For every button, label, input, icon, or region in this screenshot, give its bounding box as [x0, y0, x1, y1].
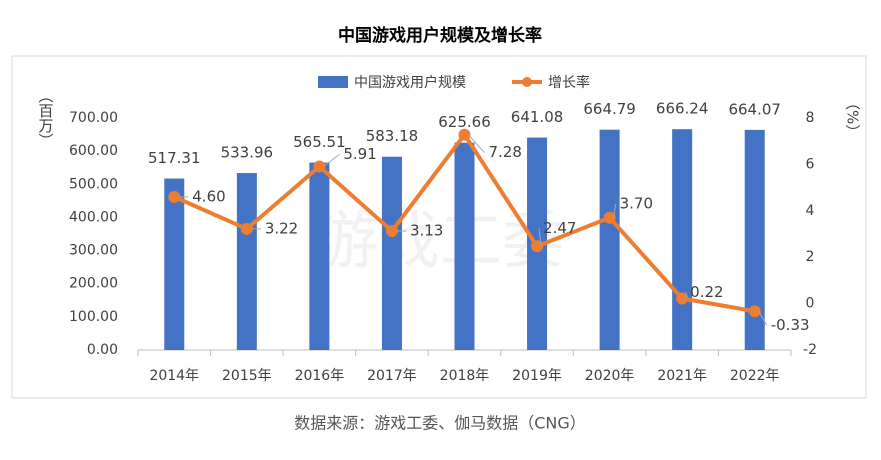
growth-point	[676, 292, 689, 305]
y-axis-label: （百万）	[37, 88, 55, 148]
y2-axis-label: （%）	[844, 95, 862, 139]
leader-line	[538, 228, 542, 247]
growth-point	[313, 160, 326, 173]
leader-line	[758, 311, 768, 326]
growth-point	[603, 211, 616, 224]
y-tick-label: 600.00	[69, 143, 118, 159]
y-tick-label: 0.00	[87, 342, 118, 358]
bar	[672, 129, 693, 350]
line-value-label: 4.60	[192, 187, 225, 205]
x-tick-label: 2021年	[657, 368, 707, 384]
bar-value-label: 664.79	[583, 100, 636, 118]
growth-point	[531, 240, 544, 253]
legend-swatch	[318, 76, 348, 88]
y2-tick-label: 6	[806, 156, 815, 172]
y-tick-label: 300.00	[69, 243, 118, 259]
bar-value-label: 625.66	[438, 113, 491, 131]
leader-line	[613, 203, 617, 218]
bar	[164, 178, 185, 350]
source-note: 数据来源：游戏工委、伽马数据（CNG）	[294, 414, 586, 433]
y-tick-label: 400.00	[69, 209, 118, 225]
bar	[236, 173, 257, 350]
bar	[454, 142, 475, 350]
bar	[309, 162, 330, 350]
chart-title: 中国游戏用户规模及增长率	[338, 25, 542, 46]
line-value-label: 3.70	[620, 194, 653, 212]
y2-tick-label: 8	[806, 110, 815, 126]
growth-point	[748, 305, 761, 318]
x-tick-label: 2014年	[149, 368, 199, 384]
growth-point	[458, 128, 471, 141]
line-value-label: 3.13	[410, 221, 443, 239]
x-tick-label: 2019年	[512, 368, 562, 384]
y2-tick-label: 2	[806, 249, 815, 265]
bar-value-label: 666.24	[656, 100, 709, 118]
y-tick-label: 200.00	[69, 276, 118, 292]
growth-point	[385, 224, 398, 237]
bar-value-label: 517.31	[148, 149, 201, 167]
line-value-label: 3.22	[265, 219, 298, 237]
legend-label: 中国游戏用户规模	[354, 74, 466, 91]
y2-tick-label: 4	[806, 203, 815, 219]
line-value-label: 5.91	[343, 145, 376, 163]
y2-tick-label: -2	[803, 342, 817, 358]
legend-swatch	[522, 77, 532, 87]
x-tick-label: 2020年	[585, 368, 635, 384]
bar	[381, 156, 402, 350]
bar	[599, 129, 620, 350]
y2-tick-label: 0	[806, 296, 815, 312]
x-tick-label: 2017年	[367, 368, 417, 384]
y-tick-label: 700.00	[69, 110, 118, 126]
line-value-label: 7.28	[489, 143, 522, 161]
growth-point	[240, 222, 253, 235]
x-tick-label: 2022年	[730, 368, 780, 384]
leader-line	[323, 154, 340, 167]
bar-value-label: 664.07	[728, 100, 781, 118]
x-tick-label: 2018年	[440, 368, 490, 384]
bar-value-label: 641.08	[511, 108, 564, 126]
line-value-label: -0.33	[771, 316, 810, 334]
x-tick-label: 2016年	[295, 368, 345, 384]
y-tick-label: 500.00	[69, 176, 118, 192]
bar	[744, 129, 765, 350]
line-value-label: 0.22	[690, 283, 723, 301]
bar-value-label: 565.51	[293, 133, 346, 151]
bar-value-label: 533.96	[221, 144, 274, 162]
chart-frame	[11, 55, 867, 399]
growth-point	[168, 190, 181, 203]
watermark: 游戏工委	[316, 204, 564, 277]
leader-line	[468, 134, 485, 154]
x-tick-label: 2015年	[222, 368, 272, 384]
line-value-label: 2.47	[543, 219, 576, 237]
y-tick-label: 100.00	[69, 309, 118, 325]
bar-value-label: 583.18	[366, 127, 419, 145]
legend-label: 增长率	[548, 74, 590, 91]
